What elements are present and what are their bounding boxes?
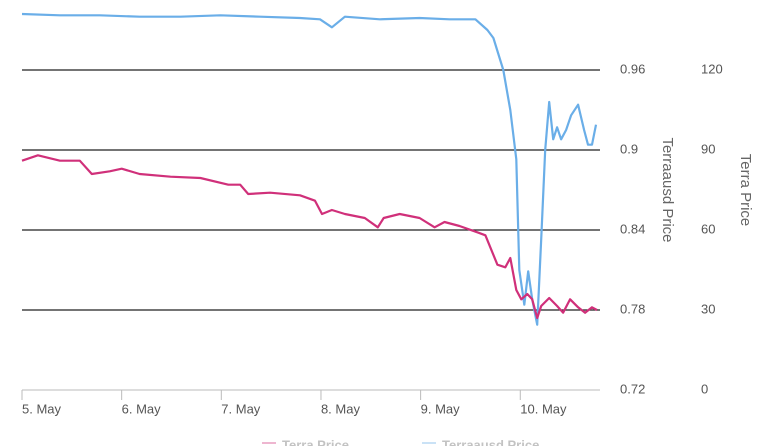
x-tick-label: 8. May [321,401,361,416]
y2-tick-label: 120 [701,61,723,76]
y-tick-label: 0.84 [620,221,645,236]
y2-tick-label: 90 [701,141,715,156]
y-tick-label: 0.72 [620,381,645,396]
y2-tick-label: 0 [701,381,708,396]
y2-tick-label: 60 [701,221,715,236]
y-axis-title: Terraausd Price [659,137,676,242]
series-line [21,154,598,320]
x-tick-label: 7. May [221,401,261,416]
series-line [21,12,598,326]
y-tick-label: 0.96 [620,61,645,76]
y2-tick-label: 30 [701,301,715,316]
legend-label: Terraausd Price [442,437,539,446]
y2-axis-title: Terra Price [737,154,754,227]
x-tick-label: 6. May [122,401,162,416]
y-tick-label: 0.9 [620,141,638,156]
legend-label: Terra Price [282,437,349,446]
x-tick-label: 5. May [22,401,62,416]
x-tick-label: 9. May [421,401,461,416]
y-tick-label: 0.78 [620,301,645,316]
x-tick-label: 10. May [520,401,567,416]
